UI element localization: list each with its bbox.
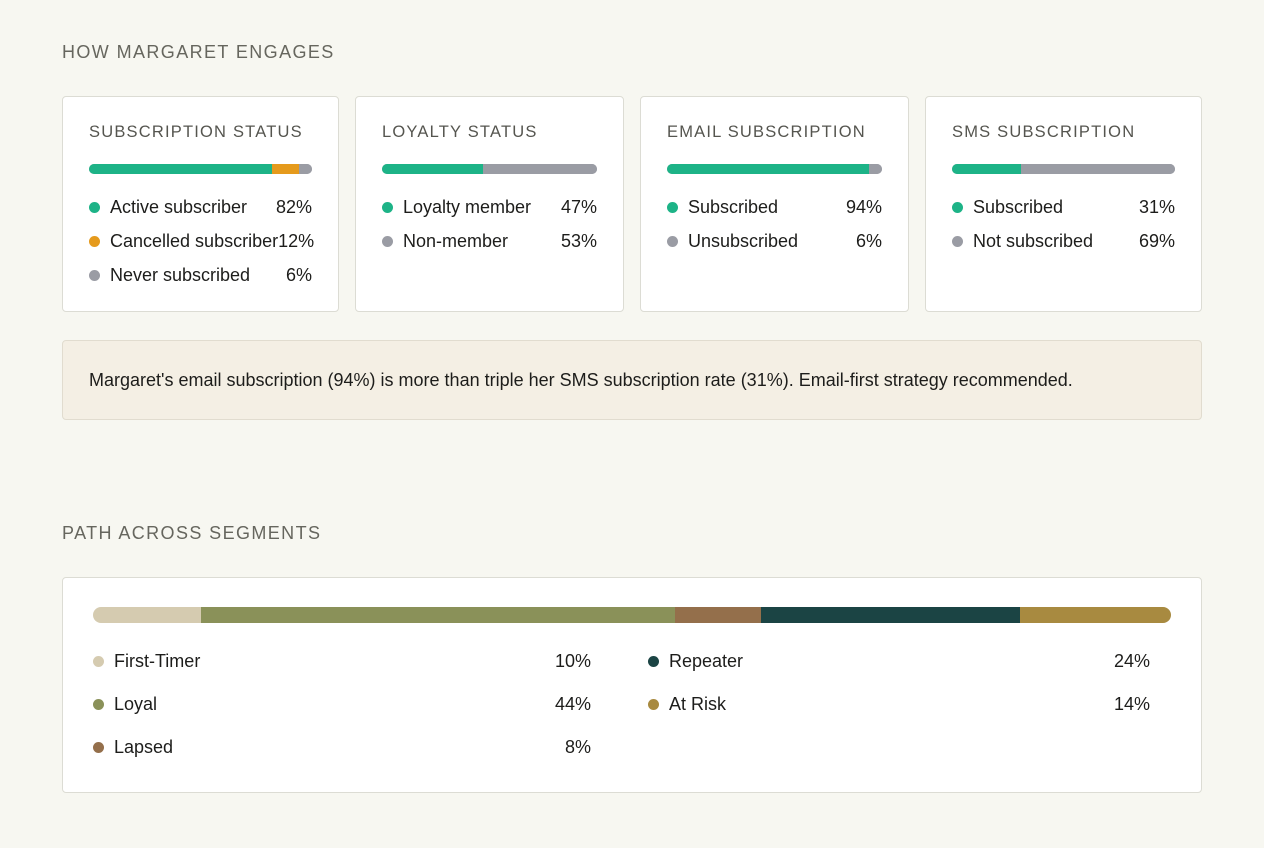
card-title: LOYALTY STATUS bbox=[382, 123, 538, 141]
legend-dot-icon bbox=[93, 698, 104, 710]
insight-banner: Margaret's email subscription (94%) is m… bbox=[62, 340, 1202, 420]
path-segment-lapsed bbox=[675, 607, 762, 623]
path-across-segments-card: First-Timer 10% Loyal 44% Lapsed 8% Repeater 24… bbox=[62, 577, 1202, 793]
legend-label: Active subscriber bbox=[110, 196, 248, 217]
legend-label: Subscribed bbox=[973, 196, 1064, 217]
path-legend-label: First-Timer bbox=[114, 650, 201, 671]
path-legend-label: Repeater bbox=[669, 650, 744, 671]
path-legend-label: Lapsed bbox=[114, 736, 174, 757]
card-title: EMAIL SUBSCRIPTION bbox=[667, 123, 866, 141]
bar-segment-active-subscriber bbox=[89, 164, 272, 174]
path-legend-percent: 24% bbox=[1113, 650, 1150, 671]
path-legend-percent: 10% bbox=[554, 650, 591, 671]
legend-item-active-subscriber: Active subscriber 82% bbox=[89, 190, 312, 224]
legend-item-non-member: Non-member 53% bbox=[382, 224, 597, 258]
legend-label: Not subscribed bbox=[973, 230, 1094, 251]
legend-label: Unsubscribed bbox=[688, 230, 799, 251]
insight-text: Margaret's email subscription (94%) is m… bbox=[89, 369, 1073, 390]
legend-item-loyalty-member: Loyalty member 47% bbox=[382, 190, 597, 224]
path-segment-at-risk bbox=[1020, 607, 1171, 623]
legend-list: Subscribed 94% Unsubscribed 6% bbox=[667, 190, 882, 258]
bar-segment-non-member bbox=[483, 164, 597, 174]
legend-dot-icon bbox=[667, 235, 678, 247]
legend-percent: 31% bbox=[1138, 196, 1175, 217]
card-title: SMS SUBSCRIPTION bbox=[952, 123, 1136, 141]
legend-dot-icon bbox=[93, 655, 104, 667]
legend-percent: 6% bbox=[285, 264, 312, 285]
path-legend-label: At Risk bbox=[669, 693, 727, 714]
legend-percent: 69% bbox=[1138, 230, 1175, 251]
legend-dot-icon bbox=[93, 741, 104, 753]
legend-dot-icon bbox=[952, 201, 963, 213]
path-legend-item-lapsed: Lapsed 8% bbox=[93, 734, 591, 760]
legend-percent: 47% bbox=[560, 196, 597, 217]
path-legend-item-at-risk: At Risk 14% bbox=[648, 691, 1150, 717]
legend-label: Non-member bbox=[403, 230, 509, 251]
path-legend-percent: 44% bbox=[554, 693, 591, 714]
legend-item-never-subscribed: Never subscribed 6% bbox=[89, 258, 312, 292]
path-legend-item-repeater: Repeater 24% bbox=[648, 648, 1150, 674]
legend-item-subscribed: Subscribed 31% bbox=[952, 190, 1175, 224]
legend-dot-icon bbox=[89, 201, 100, 213]
subscription-status-bar bbox=[89, 164, 312, 174]
legend-list: Loyalty member 47% Non-member 53% bbox=[382, 190, 597, 258]
legend-item-unsubscribed: Unsubscribed 6% bbox=[667, 224, 882, 258]
loyalty-status-bar bbox=[382, 164, 597, 174]
path-legend-percent: 14% bbox=[1113, 693, 1150, 714]
path-segment-repeater bbox=[761, 607, 1021, 623]
subscription-status-card: SUBSCRIPTION STATUS Active subscriber 82%… bbox=[62, 96, 339, 312]
bar-segment-loyalty-member bbox=[382, 164, 484, 174]
legend-dot-icon bbox=[382, 201, 393, 213]
engagement-section-title: HOW MARGARET ENGAGES bbox=[62, 42, 335, 62]
legend-label: Never subscribed bbox=[110, 264, 251, 285]
legend-percent: 82% bbox=[275, 196, 312, 217]
legend-percent: 12% bbox=[278, 230, 315, 251]
legend-label: Loyalty member bbox=[403, 196, 532, 217]
legend-label: Subscribed bbox=[688, 196, 779, 217]
bar-segment-unsubscribed bbox=[869, 164, 882, 174]
legend-percent: 6% bbox=[855, 230, 882, 251]
sms-subscription-bar bbox=[952, 164, 1175, 174]
legend-list: Subscribed 31% Not subscribed 69% bbox=[952, 190, 1175, 258]
path-segment-first-timer bbox=[93, 607, 201, 623]
legend-dot-icon bbox=[648, 698, 659, 710]
legend-label: Cancelled subscriber bbox=[110, 230, 279, 251]
path-section-title: PATH ACROSS SEGMENTS bbox=[62, 523, 322, 543]
legend-item-not-subscribed: Not subscribed 69% bbox=[952, 224, 1175, 258]
bar-segment-never-subscribed bbox=[298, 164, 312, 174]
bar-segment-subscribed bbox=[667, 164, 870, 174]
bar-segment-not-subscribed bbox=[1021, 164, 1175, 174]
legend-percent: 94% bbox=[845, 196, 882, 217]
path-segment-loyal bbox=[200, 607, 676, 623]
email-subscription-card: EMAIL SUBSCRIPTION Subscribed 94% Unsubscr… bbox=[640, 96, 909, 312]
bar-segment-cancelled-subscriber bbox=[271, 164, 299, 174]
legend-list: Active subscriber 82% Cancelled subscriber… bbox=[89, 190, 315, 292]
legend-dot-icon bbox=[89, 235, 100, 247]
legend-dot-icon bbox=[89, 269, 100, 281]
legend-dot-icon bbox=[382, 235, 393, 247]
legend-dot-icon bbox=[648, 655, 659, 667]
bar-segment-subscribed bbox=[952, 164, 1022, 174]
card-title: SUBSCRIPTION STATUS bbox=[89, 123, 303, 141]
legend-dot-icon bbox=[952, 235, 963, 247]
legend-item-cancelled-subscriber: Cancelled subscriber 12% bbox=[89, 224, 315, 258]
legend-percent: 53% bbox=[560, 230, 597, 251]
loyalty-status-card: LOYALTY STATUS Loyalty member 47% Non-memb… bbox=[355, 96, 624, 312]
legend-item-subscribed: Subscribed 94% bbox=[667, 190, 882, 224]
segment-path-bar bbox=[93, 607, 1171, 623]
path-legend-label: Loyal bbox=[114, 693, 158, 714]
path-legend-item-first-timer: First-Timer 10% bbox=[93, 648, 591, 674]
email-subscription-bar bbox=[667, 164, 882, 174]
sms-subscription-card: SMS SUBSCRIPTION Subscribed 31% Not subscr… bbox=[925, 96, 1202, 312]
path-legend-item-loyal: Loyal 44% bbox=[93, 691, 591, 717]
path-legend-percent: 8% bbox=[564, 736, 591, 757]
legend-dot-icon bbox=[667, 201, 678, 213]
